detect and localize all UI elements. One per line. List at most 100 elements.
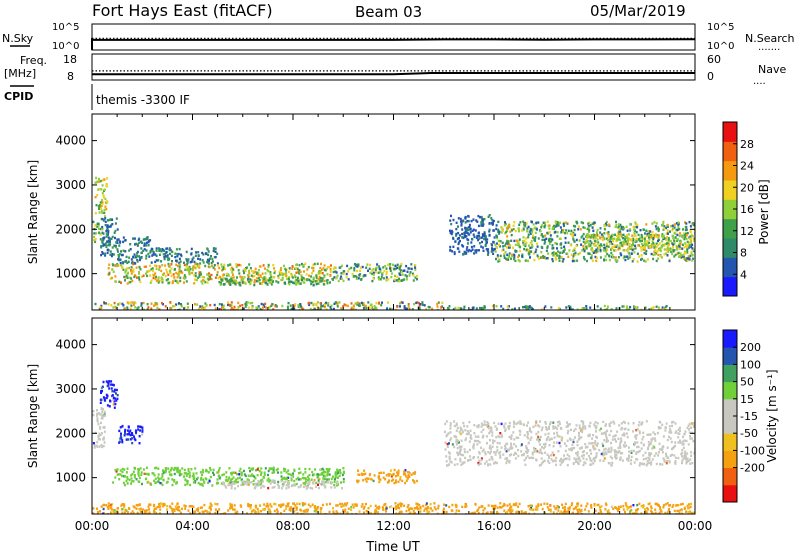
power-cell [323,279,326,283]
power-cell [95,176,98,180]
velocity-cell [102,503,105,507]
velocity-cell [143,511,146,514]
power-cell [693,228,695,232]
power-cell [247,273,249,277]
power-cell [103,178,106,181]
power-cell [374,270,377,274]
power-cell [476,234,479,238]
power-cell [315,302,318,306]
velocity-cell [127,426,130,429]
velocity-cell [107,382,110,385]
power-cell [470,249,473,253]
power-cell [298,282,301,285]
power-cell [510,229,513,232]
velocity-cell [166,508,168,511]
power-cell [98,207,100,210]
power-cell [337,279,340,283]
power-cell [617,256,620,259]
power-cell [631,244,634,247]
power-cell [156,303,159,306]
power-cell [646,240,649,243]
power-cell [595,234,598,237]
velocity-cell [102,408,104,411]
power-cell [564,231,566,235]
power-cell [103,243,106,247]
velocity-cell [241,478,243,481]
power-cell [320,268,323,271]
power-cell [527,250,530,254]
velocity-cell [668,431,671,434]
velocity-cell [629,462,632,465]
power-cell [106,224,109,227]
power-cell [490,242,493,246]
velocity-cell [400,504,402,507]
power-cell [319,276,322,280]
power-cell [513,307,516,310]
power-cell [540,233,543,237]
power-cell [97,222,100,225]
power-cell [572,231,575,235]
power-cell [352,275,355,278]
velocity-cell [566,432,569,435]
power-cell [108,272,111,276]
velocity-cell [539,435,542,439]
velocity-cell [125,509,128,512]
power-cell [654,225,657,228]
velocity-cell [624,502,627,505]
power-cell [342,279,345,283]
velocity-cell [195,472,198,475]
power-cell [261,272,264,275]
power-cell [94,212,97,215]
power-cell [403,278,406,281]
power-cell [682,255,685,259]
power-cell [375,301,378,305]
power-cell [100,244,103,248]
velocity-cell [510,442,512,445]
power-cell [119,261,122,265]
power-cell [494,243,497,246]
velocity-cell [485,435,488,438]
power-cell [188,271,191,274]
power-cell [214,250,217,253]
velocity-cell [571,511,574,514]
power-cbar-label-8: 8 [740,247,747,260]
power-cell [411,308,414,310]
power-cell [118,302,121,305]
power-cell [685,243,688,247]
power-cell [139,268,142,271]
power-cell [170,263,173,266]
velocity-cell [623,445,626,448]
power-cell [186,263,189,266]
power-cell [153,304,155,307]
velocity-cell [123,468,126,471]
velocity-band-6 [92,502,695,514]
power-cell [128,266,131,270]
power-cell [161,248,164,251]
velocity-cell [129,433,132,437]
power-cell [105,183,108,186]
power-cell [648,308,651,310]
velocity-cell [269,511,272,514]
power-cell [291,267,294,270]
noise-tick-left-bottom: 10^0 [52,41,79,52]
power-cell [311,281,314,284]
velocity-cell [227,509,230,512]
power-cell [534,231,537,235]
velocity-cell [645,420,648,423]
power-cell [505,230,508,234]
velocity-cell [490,447,492,450]
velocity-cell [677,436,680,439]
velocity-cell [319,468,321,471]
power-cell [585,305,588,308]
velocity-cell [657,454,660,457]
power-cell [171,250,174,254]
velocity-cell [126,467,129,470]
power-cell [317,282,320,285]
power-cell [624,258,627,262]
velocity-cell [184,478,187,481]
velocity-cell [671,505,674,509]
velocity-cell [541,507,544,511]
velocity-cell [314,468,317,471]
power-cell [318,270,321,273]
velocity-cell [358,473,361,476]
